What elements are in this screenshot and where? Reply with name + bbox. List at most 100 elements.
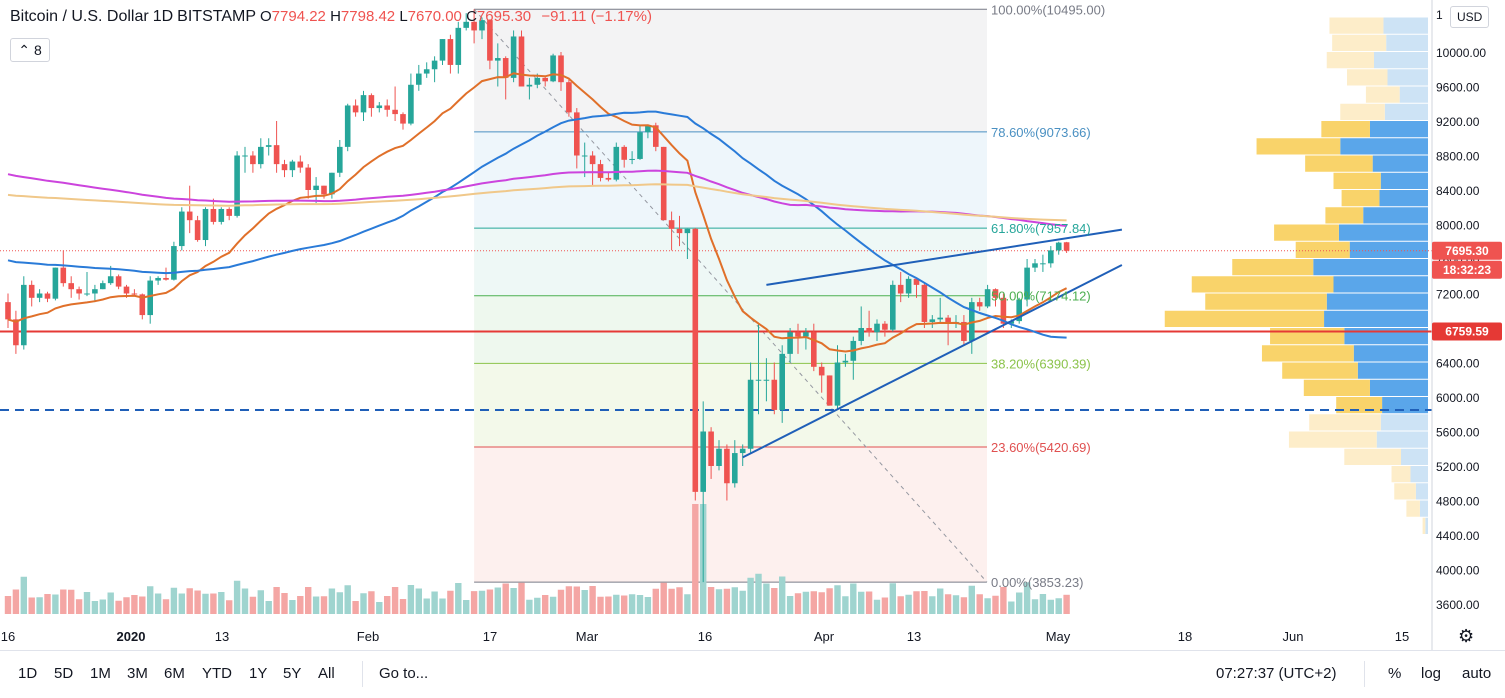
- candle-up: [100, 283, 106, 290]
- volume-bar: [218, 592, 225, 614]
- volume-profile-up-bar: [1380, 172, 1428, 189]
- x-axis-tick-label: 16: [698, 629, 712, 644]
- ma-magenta-line: [7, 169, 1067, 227]
- volume-bar: [660, 582, 667, 614]
- volume-profile-up-bar: [1369, 379, 1428, 396]
- volume-bar: [628, 594, 636, 614]
- volume-bar: [810, 591, 817, 614]
- range-all[interactable]: All: [318, 665, 335, 682]
- fib-zone: [474, 363, 988, 447]
- volume-bar: [384, 596, 391, 614]
- range-3m[interactable]: 3M: [127, 665, 148, 682]
- y-axis-tick-label: 4800.00: [1436, 495, 1480, 509]
- candle-down: [297, 161, 304, 168]
- indicators-toggle[interactable]: ⌃ 8: [10, 38, 50, 62]
- candle-down: [384, 105, 390, 110]
- percent-toggle[interactable]: %: [1388, 665, 1402, 682]
- volume-bar: [68, 589, 75, 614]
- candle-up: [1008, 321, 1015, 324]
- candle-down: [273, 145, 280, 165]
- volume-bar: [865, 591, 873, 614]
- range-6m[interactable]: 6M: [164, 665, 185, 682]
- volume-bar: [352, 601, 359, 614]
- volume-bar: [921, 591, 928, 614]
- ema-orange-line: [7, 72, 1068, 353]
- volume-profile-up-bar: [1338, 224, 1428, 241]
- candle-down: [194, 220, 201, 241]
- candle-down: [281, 164, 288, 171]
- volume-bar: [328, 588, 336, 614]
- volume-bar: [502, 583, 509, 614]
- volume-bar: [826, 588, 833, 614]
- volume-bar: [305, 587, 312, 614]
- log-toggle[interactable]: log: [1421, 665, 1442, 682]
- x-axis-tick-label: Apr: [814, 629, 835, 644]
- candle-up: [431, 60, 438, 70]
- volume-bar: [549, 596, 557, 614]
- volume-bar: [542, 595, 549, 614]
- range-ytd[interactable]: YTD: [202, 665, 232, 682]
- volume-bar: [131, 595, 138, 614]
- interval-label[interactable]: 1D: [152, 8, 174, 25]
- volume-profile-down-bar: [1344, 448, 1401, 465]
- candle-up: [439, 39, 446, 61]
- candle-down: [163, 277, 169, 280]
- symbol-title[interactable]: Bitcoin / U.S. Dollar: [10, 8, 149, 25]
- volume-bar: [320, 596, 328, 614]
- y-axis-tick-label: 5600.00: [1436, 426, 1480, 440]
- volume-bar: [992, 595, 999, 614]
- range-5y[interactable]: 5Y: [283, 665, 302, 682]
- volume-bar: [755, 573, 762, 614]
- clock-timezone[interactable]: 07:27:37 (UTC+2): [1216, 665, 1337, 682]
- auto-toggle[interactable]: auto: [1462, 665, 1492, 682]
- volume-bar: [1016, 592, 1023, 614]
- volume-profile-up-bar: [1415, 483, 1428, 500]
- candle-up: [629, 158, 635, 160]
- range-5d[interactable]: 5D: [54, 665, 74, 682]
- volume-profile-up-bar: [1326, 293, 1428, 310]
- volume-bar: [162, 599, 170, 614]
- range-1m[interactable]: 1M: [90, 665, 111, 682]
- candle-up: [984, 289, 991, 307]
- candle-up: [1032, 263, 1038, 268]
- volume-bar: [644, 597, 652, 614]
- range-1d[interactable]: 1D: [18, 665, 38, 682]
- candle-down: [123, 286, 130, 294]
- goto-button[interactable]: Go to...: [379, 665, 429, 682]
- volume-bar: [455, 583, 462, 614]
- candle-up: [423, 69, 430, 74]
- volume-bar: [913, 591, 920, 614]
- volume-bar: [75, 599, 83, 614]
- x-axis-tick-label: Jun: [1283, 629, 1304, 644]
- candle-down: [226, 208, 232, 216]
- volume-bar: [91, 601, 99, 614]
- candle-down: [471, 21, 477, 31]
- volume-profile-down-bar: [1303, 379, 1370, 396]
- range-1y[interactable]: 1Y: [249, 665, 268, 682]
- currency-button[interactable]: USD: [1450, 6, 1490, 28]
- candle-down: [897, 284, 904, 294]
- candle-down: [131, 293, 138, 295]
- volume-profile-up-bar: [1425, 517, 1428, 534]
- volume-bar: [1047, 599, 1054, 614]
- candle-up: [1048, 250, 1054, 264]
- volume-bar: [463, 600, 470, 614]
- volume-profile-up-bar: [1380, 414, 1428, 431]
- y-axis-tick-label: 4400.00: [1436, 529, 1480, 543]
- candle-up: [242, 155, 248, 157]
- wedge-trendline: [742, 264, 1123, 459]
- volume-bar: [12, 589, 20, 614]
- x-axis-tick-label: 13: [907, 629, 921, 644]
- volume-profile-up-bar: [1379, 190, 1428, 207]
- price-chart[interactable]: 100.00%(10495.00) 78.60%(9073.66) 61.80%(7…: [0, 0, 1505, 650]
- volume-bar: [605, 596, 612, 614]
- volume-profile-up-bar: [1410, 466, 1428, 483]
- last-price-tag-bg: [1432, 241, 1502, 260]
- settings-gear-icon[interactable]: ⚙: [1458, 626, 1475, 646]
- candle-up: [755, 379, 762, 381]
- candle-up: [803, 332, 809, 337]
- volume-bar: [707, 587, 715, 614]
- volume-bar: [786, 596, 794, 614]
- candle-up: [890, 284, 896, 330]
- candle-up: [92, 289, 98, 294]
